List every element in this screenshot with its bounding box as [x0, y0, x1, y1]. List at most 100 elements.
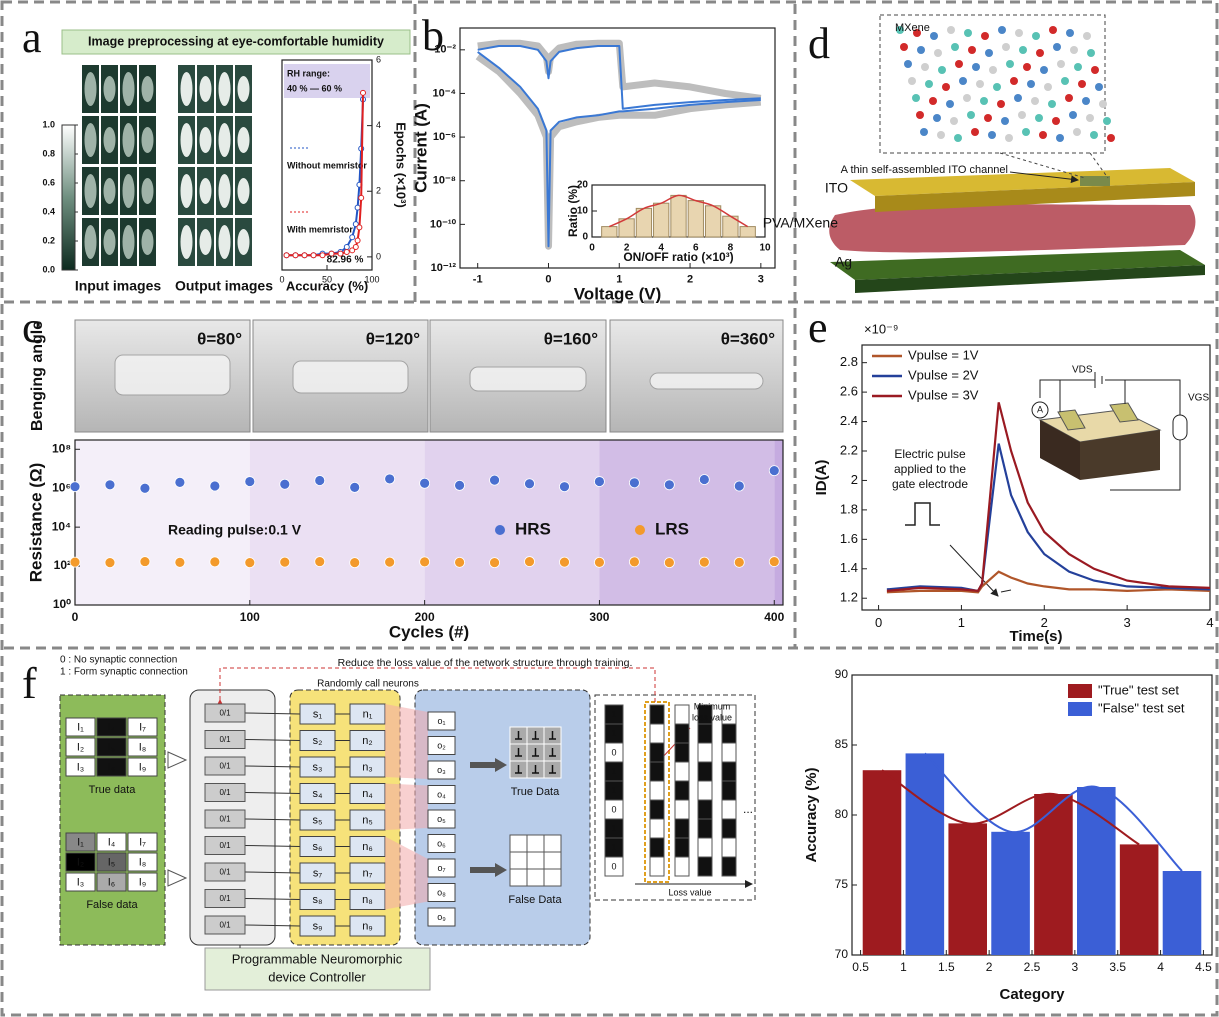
- controller-label: Programmable Neuromorphic: [232, 951, 403, 966]
- photo-label: θ=120°: [366, 329, 420, 348]
- atom: [976, 80, 984, 88]
- image-shape: [122, 123, 135, 157]
- atom: [1001, 117, 1009, 125]
- controller-cell: [204, 730, 246, 749]
- marker: [337, 250, 344, 257]
- connection: [244, 924, 301, 927]
- loss-cell: [674, 742, 690, 763]
- node: [427, 711, 456, 731]
- panel-title: Image preprocessing at eye-comfortable h…: [88, 34, 384, 48]
- loss-cell: [721, 856, 737, 877]
- atom: [1091, 66, 1099, 74]
- atom: [951, 43, 959, 51]
- y-tick-label: 10²: [54, 558, 71, 572]
- panel-label: f: [22, 659, 37, 708]
- cell-label: 0/1: [219, 868, 231, 877]
- image-shape: [84, 174, 97, 208]
- image-shape: [218, 72, 231, 106]
- annotation: RH range:: [287, 68, 330, 78]
- inset-label: A: [1037, 404, 1043, 414]
- image-shape: [199, 229, 212, 255]
- marker: [310, 252, 317, 259]
- atom: [930, 32, 938, 40]
- loss-cell: [649, 837, 665, 858]
- caption: Input images: [75, 278, 162, 294]
- x-tick-label: 10: [759, 243, 771, 254]
- pixel-label: I₇: [139, 721, 146, 733]
- y-tick-label: 2.6: [840, 384, 858, 399]
- image-shape: [103, 76, 116, 102]
- x-tick-label: 300: [589, 610, 609, 624]
- annotation: Reading pulse:0.1 V: [168, 522, 302, 538]
- node-label: n₂: [362, 735, 372, 747]
- atom: [981, 32, 989, 40]
- loss-cell: [697, 780, 713, 801]
- grid-cell: [526, 834, 545, 853]
- node-label: s₁: [313, 708, 323, 720]
- y-tick-label: 85: [835, 737, 849, 751]
- cell-label: 0/1: [219, 921, 231, 930]
- x-tick-label: 0: [72, 610, 79, 624]
- loss-cell: [649, 723, 665, 744]
- marker: [352, 221, 359, 228]
- connection: [244, 845, 301, 847]
- pixel: [127, 757, 158, 777]
- node-label: o₁: [437, 716, 445, 726]
- node-label: o₃: [437, 765, 446, 775]
- loss-cell: [697, 723, 713, 744]
- atom: [1049, 26, 1057, 34]
- node-label: n₉: [362, 920, 372, 932]
- y-tick-label: 10⁰: [53, 597, 71, 611]
- point: [104, 557, 116, 569]
- x-tick-label: 2.5: [1024, 960, 1041, 974]
- grid-cell: [543, 868, 562, 887]
- y-tick-label: 10⁸: [52, 441, 71, 455]
- series-line: [886, 570, 1211, 594]
- point: [139, 556, 151, 567]
- point: [69, 556, 81, 568]
- cell-icon: [515, 731, 522, 740]
- node-label: s₇: [313, 867, 323, 879]
- point: [594, 556, 605, 568]
- loss-cell: [674, 799, 690, 820]
- colorbar-label: 0.0: [42, 264, 55, 274]
- x-tick-label: 6: [693, 243, 699, 254]
- atom: [913, 29, 921, 37]
- point: [454, 556, 465, 568]
- node: [427, 834, 456, 853]
- panel-label: d: [808, 19, 830, 68]
- atom: [942, 83, 950, 91]
- pixel-label: I₂: [77, 741, 84, 753]
- photo-object: [292, 360, 409, 394]
- loss-cell: [649, 856, 665, 877]
- atom: [912, 94, 920, 102]
- cell-label: 0/1: [219, 788, 231, 797]
- marker: [354, 204, 361, 211]
- y-tick-label: 2: [851, 472, 858, 487]
- node: [299, 809, 336, 831]
- atom: [1052, 117, 1060, 125]
- series-line: [477, 51, 761, 248]
- pixel: [127, 717, 158, 737]
- atom: [946, 100, 954, 108]
- histogram-bar: [704, 205, 722, 238]
- connection: [244, 712, 301, 715]
- caption: False Data: [508, 894, 562, 906]
- point: [663, 479, 675, 491]
- bit-label: 0: [611, 804, 616, 814]
- atom: [1031, 97, 1039, 105]
- y-tick-label: 2.4: [840, 413, 858, 428]
- bar: [905, 753, 945, 955]
- atom: [929, 97, 937, 105]
- pixel-label: I₆: [108, 761, 116, 773]
- image-shape: [180, 123, 193, 157]
- title-box: [61, 29, 411, 55]
- point: [559, 556, 570, 568]
- cell-icon: [549, 765, 556, 774]
- histogram-bar: [601, 226, 618, 238]
- y-tick-label: 90: [835, 667, 849, 681]
- region: [424, 440, 600, 605]
- node-label: s₅: [313, 814, 323, 826]
